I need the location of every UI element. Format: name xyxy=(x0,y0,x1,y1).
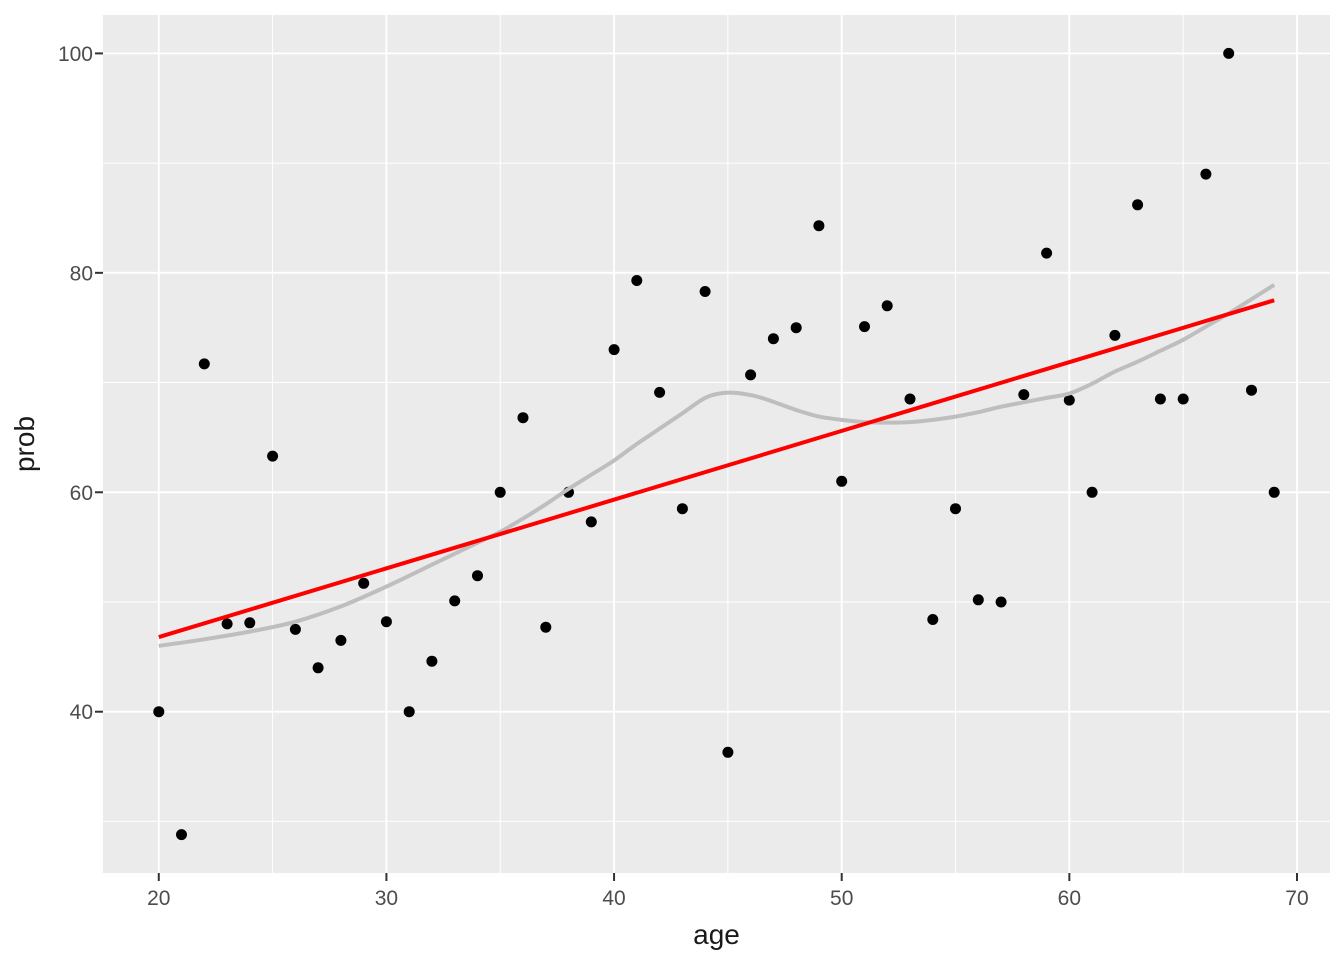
data-point xyxy=(198,358,210,370)
data-point xyxy=(380,616,392,628)
y-axis-title: prob xyxy=(9,416,40,472)
data-point xyxy=(836,475,848,487)
data-point xyxy=(449,595,461,607)
data-point xyxy=(358,577,370,589)
minor-gridlines xyxy=(103,15,1330,873)
data-point xyxy=(608,344,620,356)
data-point xyxy=(540,621,552,633)
x-axis-title: age xyxy=(693,919,740,950)
y-tick-label: 80 xyxy=(70,262,93,285)
data-point xyxy=(494,486,506,498)
smooth-lines-layer xyxy=(158,283,1276,648)
data-point xyxy=(676,503,688,515)
y-tick-label: 40 xyxy=(70,701,93,724)
data-point xyxy=(1154,393,1166,405)
data-point xyxy=(1109,329,1121,341)
data-point xyxy=(631,275,643,286)
data-point xyxy=(1132,199,1144,211)
data-point xyxy=(1177,393,1189,405)
x-tick-label: 20 xyxy=(147,887,170,910)
x-tick-label: 70 xyxy=(1285,887,1308,910)
data-point xyxy=(813,220,825,232)
data-point xyxy=(950,503,961,515)
x-tick-label: 60 xyxy=(1058,887,1081,910)
data-point xyxy=(517,412,529,424)
data-point xyxy=(790,322,802,334)
data-point xyxy=(176,829,187,841)
data-point xyxy=(403,706,415,718)
data-point xyxy=(699,286,711,297)
axis-ticks-layer xyxy=(95,52,1298,881)
data-point xyxy=(153,706,165,718)
data-point xyxy=(267,450,279,462)
data-point xyxy=(859,321,870,333)
data-point xyxy=(745,369,757,381)
y-tick-label: 100 xyxy=(58,43,93,66)
data-point xyxy=(881,300,893,312)
linear-fit-line xyxy=(158,298,1275,640)
data-point xyxy=(654,386,666,398)
plot-panel xyxy=(103,15,1330,873)
data-point xyxy=(767,333,779,345)
data-point xyxy=(1268,486,1280,498)
data-points-layer xyxy=(153,47,1280,841)
data-point xyxy=(1246,384,1257,396)
data-point xyxy=(722,746,734,758)
data-point xyxy=(904,393,916,405)
x-tick-label: 30 xyxy=(375,887,398,910)
y-tick-label: 60 xyxy=(70,482,93,505)
data-point xyxy=(426,655,438,667)
data-point xyxy=(244,617,256,629)
data-point xyxy=(1200,168,1212,180)
data-point xyxy=(1223,47,1235,59)
data-point xyxy=(312,662,324,674)
data-point xyxy=(335,634,347,646)
data-point xyxy=(995,596,1007,608)
data-point xyxy=(972,594,984,606)
data-point xyxy=(472,570,483,582)
major-gridlines xyxy=(103,15,1330,873)
data-point xyxy=(1018,389,1030,401)
x-tick-label: 50 xyxy=(830,887,853,910)
data-point xyxy=(1063,394,1075,406)
data-point xyxy=(1041,247,1053,259)
data-point xyxy=(221,618,233,630)
data-point xyxy=(585,516,597,528)
data-point xyxy=(289,623,301,635)
x-tick-label: 40 xyxy=(602,887,625,910)
data-point xyxy=(927,614,939,625)
axis-tick-labels-layer: 20 30 40 50 60 70 40 60 80 100 xyxy=(58,43,1309,910)
data-point xyxy=(1086,486,1098,498)
